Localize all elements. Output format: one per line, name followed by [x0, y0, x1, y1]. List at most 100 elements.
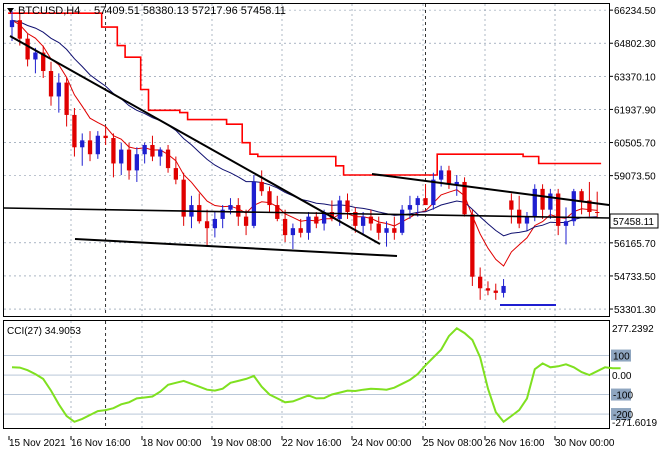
candle[interactable]: [134, 147, 139, 182]
candle[interactable]: [9, 10, 15, 41]
candle[interactable]: [56, 73, 61, 113]
candle[interactable]: [41, 45, 46, 78]
candle[interactable]: [150, 135, 155, 162]
drawn-trendlines[interactable]: [3, 35, 610, 306]
candle[interactable]: [548, 188, 553, 219]
candle-body: [282, 218, 288, 236]
candle[interactable]: [540, 184, 545, 219]
candle[interactable]: [384, 221, 389, 247]
candle[interactable]: [306, 212, 311, 240]
candle[interactable]: [220, 205, 225, 229]
candle[interactable]: [165, 144, 171, 173]
candle-body: [64, 82, 69, 115]
candle[interactable]: [80, 133, 85, 166]
price-pane[interactable]: BTCUSD,H4 57409.51 58380.13 57217.96 574…: [3, 3, 610, 317]
candle-body: [236, 205, 241, 217]
candle-body: [532, 188, 537, 217]
day-separators: [70, 4, 556, 316]
candle-body: [571, 191, 576, 222]
descending-trendline[interactable]: [9, 35, 381, 245]
candle[interactable]: [345, 193, 350, 219]
time-axis-label: 19 Nov 08:00: [212, 438, 272, 449]
candle-body: [399, 209, 405, 233]
candle[interactable]: [87, 131, 93, 162]
price-axis: 66234.50 64802.30 63370.10 61937.90 60505.70…: [609, 6, 656, 316]
candle[interactable]: [126, 142, 132, 180]
candle[interactable]: [33, 47, 38, 74]
candle[interactable]: [470, 209, 475, 286]
candle[interactable]: [392, 216, 397, 240]
candle-body: [548, 193, 553, 210]
candle[interactable]: [415, 195, 420, 217]
candle[interactable]: [501, 279, 506, 298]
candle[interactable]: [298, 218, 303, 238]
time-axis-label: 24 Nov 00:00: [352, 438, 412, 449]
candle[interactable]: [95, 131, 100, 159]
candle-body: [165, 149, 171, 169]
candle[interactable]: [587, 181, 592, 217]
candle[interactable]: [181, 172, 186, 226]
cci-pane[interactable]: CCI(27) 34.9053: [3, 320, 621, 429]
candle[interactable]: [360, 212, 366, 236]
candle[interactable]: [142, 142, 147, 164]
collapse-triangle-icon[interactable]: [7, 8, 14, 13]
candle[interactable]: [571, 188, 576, 226]
candle[interactable]: [212, 212, 218, 238]
candle[interactable]: [556, 188, 561, 236]
candle[interactable]: [431, 172, 436, 210]
candle[interactable]: [243, 209, 249, 236]
candle[interactable]: [532, 184, 537, 222]
candle[interactable]: [267, 186, 272, 212]
candle[interactable]: [423, 184, 428, 206]
candle-body: [321, 212, 327, 224]
candle[interactable]: [399, 205, 405, 236]
candle[interactable]: [111, 133, 116, 178]
candle[interactable]: [259, 170, 264, 196]
candle-body: [243, 216, 249, 226]
candle-body: [228, 205, 233, 210]
candle[interactable]: [64, 77, 69, 127]
candle[interactable]: [290, 223, 296, 249]
time-axis-label: 22 Nov 16:00: [282, 438, 342, 449]
candle[interactable]: [462, 177, 467, 217]
time-axis-label: 26 Nov 16:00: [485, 438, 545, 449]
candle-body: [509, 200, 514, 210]
candle[interactable]: [251, 175, 257, 229]
candle[interactable]: [493, 283, 498, 300]
candle[interactable]: [158, 147, 163, 166]
cci-line: [11, 327, 621, 424]
candle[interactable]: [353, 207, 358, 233]
candle[interactable]: [173, 156, 179, 185]
candle[interactable]: [25, 34, 30, 67]
candle[interactable]: [509, 193, 514, 224]
candle[interactable]: [72, 108, 77, 157]
candle[interactable]: [314, 212, 319, 229]
candle[interactable]: [485, 281, 491, 296]
candle-body: [384, 228, 389, 233]
candle[interactable]: [595, 191, 600, 219]
candle[interactable]: [204, 209, 210, 247]
candle[interactable]: [119, 142, 124, 176]
lower-support-trendline[interactable]: [74, 238, 398, 257]
candle[interactable]: [48, 61, 54, 106]
price-axis-label: 56165.70: [614, 239, 656, 250]
candle[interactable]: [478, 267, 483, 300]
candle[interactable]: [563, 207, 569, 245]
candle-body: [478, 276, 483, 289]
candle-body: [431, 179, 436, 206]
candle[interactable]: [197, 193, 202, 224]
candle-body: [204, 221, 210, 229]
candle[interactable]: [368, 209, 374, 231]
horizontal-support-line[interactable]: [3, 207, 610, 219]
candle[interactable]: [524, 212, 530, 231]
cci-level-box: [611, 408, 631, 421]
candle[interactable]: [282, 209, 288, 243]
upper-resistance-trendline[interactable]: [371, 173, 610, 206]
candle[interactable]: [103, 126, 108, 145]
candle[interactable]: [376, 216, 381, 240]
candle-body: [376, 223, 381, 233]
candle[interactable]: [17, 13, 22, 46]
candle-body: [72, 114, 77, 148]
candle-body: [142, 144, 147, 155]
